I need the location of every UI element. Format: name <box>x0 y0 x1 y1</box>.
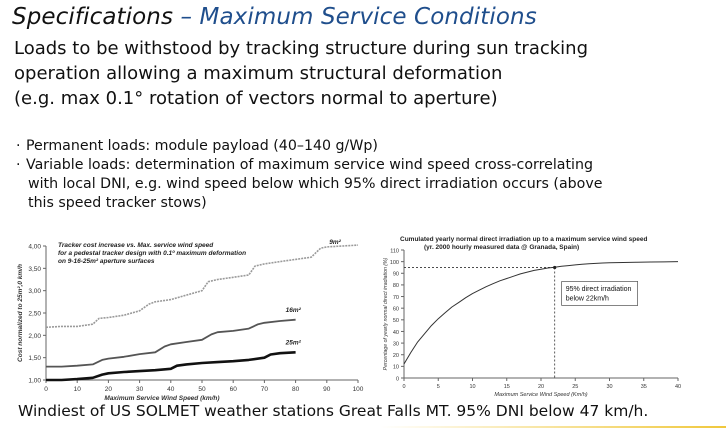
x-tick-label: 90 <box>323 386 331 393</box>
x-tick-label: 35 <box>641 384 647 390</box>
x-tick-label: 10 <box>469 384 475 390</box>
title-part-2: Maximum Service Conditions <box>199 4 537 30</box>
bullet-item: · Variable loads: determination of maximu… <box>16 156 602 175</box>
x-tick-label: 30 <box>606 384 612 390</box>
y-tick-label: 4,00 <box>28 244 41 251</box>
x-tick-label: 40 <box>167 386 175 393</box>
chart-subtitle-line: on 9-16-25m² aperture surfaces <box>58 258 155 265</box>
bullet-list: · Permanent loads: module payload (40–140… <box>16 137 602 213</box>
x-tick-label: 10 <box>74 386 82 393</box>
subtitle-line: operation allowing a maximum structural … <box>14 63 503 84</box>
chart-title: Tracker cost increase vs. Max. service w… <box>58 242 214 249</box>
bullet-text: Variable loads: determination of maximum… <box>26 157 593 173</box>
y-tick-label: 110 <box>390 248 399 254</box>
x-tick-label: 0 <box>402 384 405 390</box>
annotation-text-line: 95% direct irradiation <box>566 286 632 293</box>
y-axis-title: Cost normalized to 25m²,0 km/h <box>17 264 24 362</box>
bullet-item: · Permanent loads: module payload (40–140… <box>16 137 602 156</box>
subtitle: Loads to be withstood by tracking struct… <box>14 36 588 111</box>
title-part-1: Specifications <box>12 4 174 30</box>
series-line <box>46 318 296 368</box>
x-tick-label: 50 <box>198 386 206 393</box>
bullet-continuation: this speed tracker stows) <box>28 195 207 211</box>
x-tick-label: 100 <box>353 386 364 393</box>
title-separator: – <box>173 4 200 30</box>
irradiation-chart: Cumulated yearly normal direct irradiati… <box>383 236 681 398</box>
x-tick-label: 20 <box>105 386 113 393</box>
y-tick-label: 0 <box>396 376 399 382</box>
x-tick-label: 15 <box>504 384 510 390</box>
x-axis-title: Maximum Service Wind Speed (Km/h) <box>494 392 587 398</box>
series-line <box>45 244 359 329</box>
y-tick-label: 2,50 <box>28 311 41 318</box>
chart-subtitle: (yr. 2000 hourly measured data @ Granada… <box>424 244 579 251</box>
series-line <box>403 261 679 365</box>
x-tick-label: 25 <box>572 384 578 390</box>
x-tick-label: 30 <box>136 386 144 393</box>
y-tick-label: 80 <box>393 283 399 289</box>
x-tick-label: 20 <box>538 384 544 390</box>
bottom-accent-rule <box>380 426 726 428</box>
y-tick-label: 50 <box>393 318 399 324</box>
y-tick-label: 1,00 <box>28 378 41 385</box>
y-tick-label: 3,50 <box>28 266 41 273</box>
bullet-dot-icon: · <box>16 157 21 173</box>
y-tick-label: 30 <box>393 341 399 347</box>
bullet-continuation: with local DNI, e.g. wind speed below wh… <box>28 176 603 192</box>
x-tick-label: 40 <box>675 384 681 390</box>
annotation-point <box>553 265 557 270</box>
y-tick-label: 3,00 <box>28 288 41 295</box>
x-tick-label: 60 <box>230 386 238 393</box>
x-axis-title: Maximum Service Wind Speed (km/h) <box>104 395 219 402</box>
y-tick-label: 20 <box>393 353 399 359</box>
footer-note: Windiest of US SOLMET weather stations G… <box>18 402 649 420</box>
series-label: 9m² <box>329 239 341 246</box>
x-tick-label: 5 <box>437 384 440 390</box>
x-tick-label: 70 <box>261 386 269 393</box>
y-tick-label: 70 <box>393 295 399 301</box>
y-tick-label: 60 <box>393 306 399 312</box>
series-label: 16m² <box>286 307 302 314</box>
x-tick-label: 0 <box>44 386 48 393</box>
y-tick-label: 90 <box>393 272 399 278</box>
series-line <box>46 351 296 382</box>
chart-subtitle-line: for a pedestal tracker design with 0.1º … <box>58 250 246 257</box>
subtitle-line: Loads to be withstood by tracking struct… <box>14 38 589 59</box>
annotation-text-line: below 22km/h <box>566 295 609 302</box>
bullet-dot-icon: · <box>16 138 21 154</box>
x-tick-label: 80 <box>292 386 300 393</box>
annotation-box <box>561 281 638 306</box>
chart-title: Cumulated yearly normal direct irradiati… <box>400 236 647 243</box>
y-tick-label: 100 <box>390 260 399 266</box>
bullet-text: Permanent loads: module payload (40–140 … <box>26 138 378 154</box>
y-tick-label: 10 <box>393 365 399 371</box>
y-axis-title: Percentage of yearly normal direct irrad… <box>383 257 389 370</box>
y-tick-label: 2,00 <box>28 333 41 340</box>
y-tick-label: 40 <box>393 330 399 336</box>
subtitle-line: (e.g. max 0.1° rotation of vectors norma… <box>14 88 498 109</box>
y-tick-label: 1,50 <box>28 355 41 362</box>
slide-title: Specifications – Maximum Service Conditi… <box>12 4 537 30</box>
series-label: 25m² <box>285 339 302 346</box>
cost-chart: 1,00 1,50 2,00 2,50 3,00 3,50 4,00 0 10 20 30 40 50 6… <box>17 239 364 402</box>
